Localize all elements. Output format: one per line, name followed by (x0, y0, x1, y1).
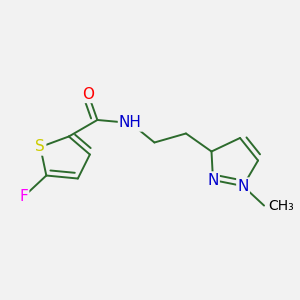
Text: S: S (35, 140, 45, 154)
Text: N: N (207, 172, 219, 188)
Text: O: O (82, 87, 94, 102)
Text: NH: NH (119, 116, 142, 130)
Text: F: F (20, 189, 28, 204)
Text: N: N (237, 178, 249, 194)
Text: CH₃: CH₃ (268, 199, 294, 213)
